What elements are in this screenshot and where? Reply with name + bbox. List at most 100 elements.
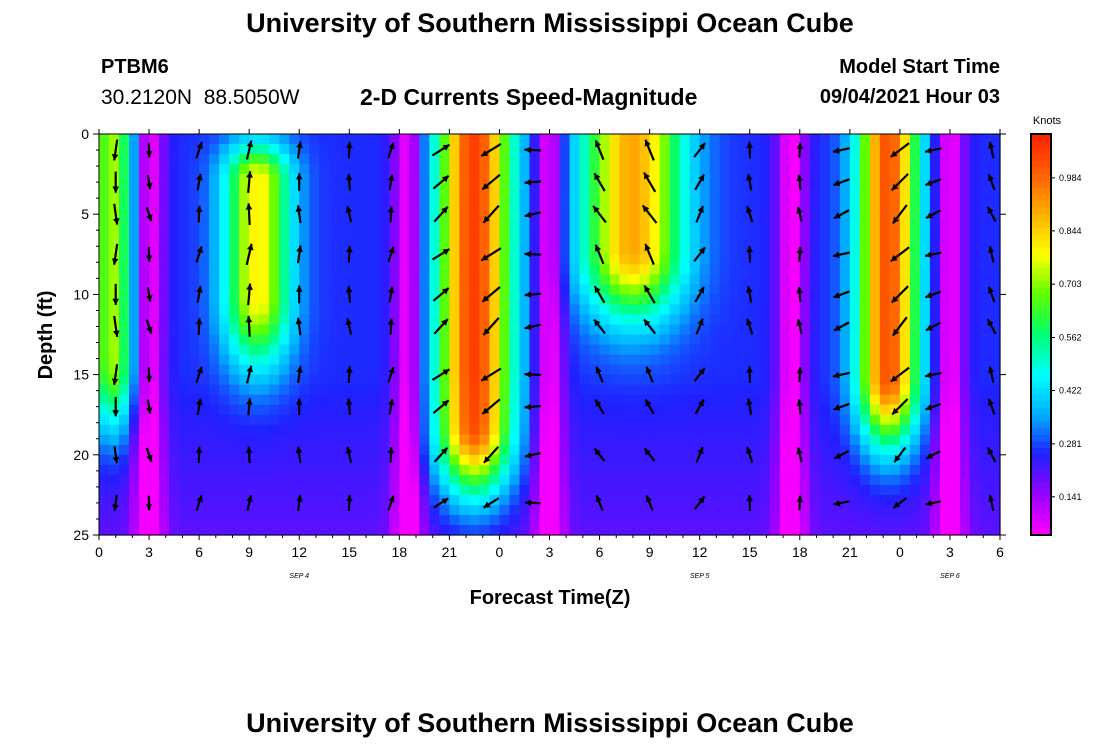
- heatmap-cell: [809, 504, 821, 516]
- heatmap-cell: [759, 234, 771, 245]
- heatmap-cell: [859, 284, 871, 296]
- heatmap-cell: [989, 314, 1001, 326]
- heatmap-cell: [589, 404, 601, 416]
- heatmap-cell: [409, 214, 420, 225]
- heatmap-cell: [529, 414, 541, 426]
- heatmap-cell: [699, 154, 711, 165]
- heatmap-cell: [559, 404, 571, 416]
- heatmap-cell: [419, 404, 430, 416]
- heatmap-cell: [639, 344, 651, 356]
- heatmap-cell: [679, 134, 691, 145]
- current-vector: [524, 451, 541, 459]
- heatmap-cell: [449, 394, 460, 406]
- heatmap-cell: [689, 524, 701, 536]
- heatmap-cell: [429, 304, 440, 316]
- heatmap-cell: [519, 154, 531, 165]
- heatmap-cell: [179, 334, 190, 346]
- heatmap-cell: [259, 324, 270, 336]
- heatmap-cell: [499, 424, 511, 436]
- heatmap-cell: [729, 354, 741, 366]
- heatmap-cell: [589, 234, 601, 245]
- heatmap-cell: [319, 214, 330, 225]
- heatmap-cell: [849, 414, 861, 426]
- heatmap-cell: [479, 174, 491, 185]
- heatmap-cell: [739, 454, 751, 466]
- heatmap-cell: [839, 224, 851, 235]
- heatmap-cell: [99, 274, 110, 285]
- heatmap-cell: [769, 204, 781, 215]
- current-vector: [387, 446, 395, 463]
- heatmap-cell: [669, 264, 681, 275]
- heatmap-cell: [519, 484, 531, 496]
- heatmap-cell: [289, 294, 300, 306]
- heatmap-cell: [189, 404, 200, 416]
- heatmap-cell: [289, 194, 300, 205]
- heatmap-cell: [249, 174, 260, 185]
- current-vector: [111, 139, 119, 161]
- heatmap-cell: [329, 374, 340, 386]
- heatmap-cell: [839, 234, 851, 245]
- heatmap-cell: [899, 504, 911, 516]
- heatmap-cell: [879, 474, 891, 486]
- heatmap-cell: [129, 344, 140, 356]
- heatmap-cell: [259, 394, 270, 406]
- heatmap-cell: [259, 424, 270, 436]
- heatmap-cell: [779, 354, 791, 366]
- heatmap-cell: [559, 294, 571, 306]
- heatmap-cell: [889, 464, 901, 476]
- heatmap-cell: [379, 194, 390, 205]
- heatmap-cell: [229, 284, 240, 296]
- footer-title: University of Southern Mississippi Ocean…: [246, 708, 854, 738]
- heatmap-cell: [819, 224, 831, 235]
- heatmap-cell: [449, 324, 460, 336]
- heatmap-cell: [639, 494, 651, 506]
- heatmap-cell: [669, 374, 681, 386]
- heatmap-cell: [439, 454, 450, 466]
- current-vector: [892, 316, 908, 337]
- heatmap-cell: [489, 454, 501, 466]
- heatmap-cell: [619, 504, 631, 516]
- heatmap-cell: [489, 414, 501, 426]
- heatmap-cell: [869, 414, 881, 426]
- heatmap-cell: [859, 254, 871, 265]
- colorbar-segment: [1031, 401, 1051, 409]
- heatmap-cell: [509, 164, 521, 175]
- current-vector: [295, 173, 303, 191]
- heatmap-cell: [899, 174, 911, 185]
- heatmap-cell: [939, 374, 951, 386]
- heatmap-cell: [799, 174, 811, 185]
- heatmap-cell: [159, 504, 170, 516]
- heatmap-cell: [809, 164, 821, 175]
- heatmap-cell: [659, 134, 671, 145]
- heatmap-cell: [119, 334, 130, 346]
- heatmap-cell: [769, 394, 781, 406]
- heatmap-cell: [679, 314, 691, 326]
- heatmap-cell: [619, 344, 631, 356]
- heatmap-cell: [929, 284, 941, 296]
- heatmap-cell: [719, 194, 731, 205]
- heatmap-cell: [789, 244, 801, 255]
- heatmap-cell: [859, 314, 871, 326]
- heatmap-cell: [219, 234, 230, 245]
- heatmap-cell: [409, 524, 420, 536]
- heatmap-cell: [319, 194, 330, 205]
- heatmap-cell: [779, 154, 791, 165]
- heatmap-cell: [389, 304, 400, 316]
- heatmap-cell: [559, 314, 571, 326]
- current-vector: [145, 367, 153, 382]
- heatmap-cell: [639, 294, 651, 306]
- heatmap-cell: [149, 224, 160, 235]
- heatmap-cell: [789, 134, 801, 145]
- current-vector: [482, 317, 500, 336]
- heatmap-cell: [659, 394, 671, 406]
- heatmap-cell: [479, 154, 491, 165]
- heatmap-cell: [449, 424, 460, 436]
- heatmap-cell: [289, 454, 300, 466]
- heatmap-cell: [839, 254, 851, 265]
- heatmap-cell: [819, 444, 831, 456]
- heatmap-cell: [949, 224, 961, 235]
- heatmap-cell: [529, 324, 541, 336]
- heatmap-cell: [799, 264, 811, 275]
- heatmap-cell: [829, 394, 841, 406]
- heatmap-cell: [159, 324, 170, 336]
